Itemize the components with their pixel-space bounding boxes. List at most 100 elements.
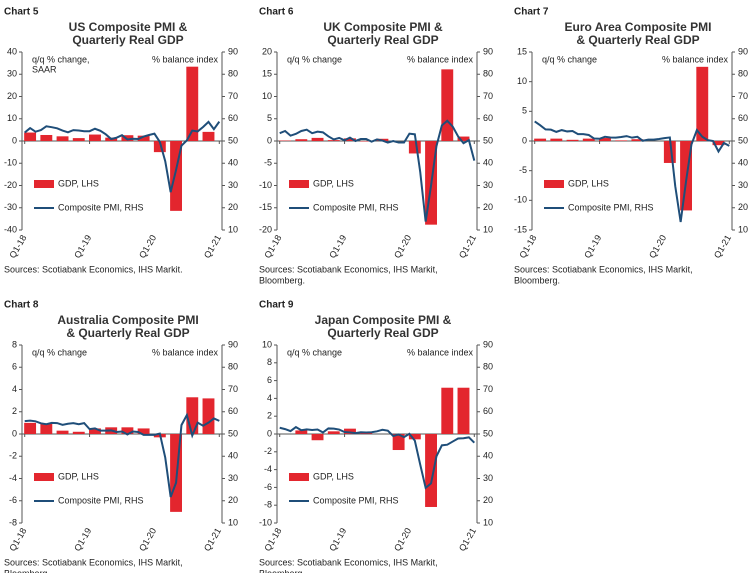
y2-tick-label: 60 <box>738 113 748 123</box>
bar <box>663 141 676 163</box>
bar <box>137 428 150 434</box>
y-tick-label: 10 <box>262 339 272 349</box>
bar <box>153 141 166 153</box>
x-tick-label: Q1-19 <box>327 526 348 553</box>
y-tick-label: 4 <box>267 393 272 403</box>
chart-panel: Chart 5 US Composite PMI &Quarterly Real … <box>4 7 238 275</box>
chart-panel: Chart 7 Euro Area Composite PMI& Quarterl… <box>514 7 748 286</box>
y-tick-label: -20 <box>4 180 17 190</box>
x-tick-label: Q1-20 <box>392 526 413 553</box>
y2-axis-label: % balance index <box>407 347 474 357</box>
y2-tick-label: 60 <box>228 406 238 416</box>
bar <box>56 430 69 434</box>
bar <box>40 134 53 141</box>
legend-label: GDP, LHS <box>58 178 99 188</box>
y-tick-label: 6 <box>12 362 17 372</box>
x-tick-label: Q1-21 <box>202 526 223 553</box>
legend-label: Composite PMI, RHS <box>58 495 144 505</box>
chart-title: & Quarterly Real GDP <box>66 326 189 340</box>
y-tick-label: -20 <box>259 224 272 234</box>
chart-label: Chart 8 <box>4 300 39 311</box>
x-tick-label: Q1-19 <box>72 233 93 260</box>
y-axis-label: q/q % change <box>542 54 597 64</box>
y-tick-label: -10 <box>514 195 527 205</box>
y-tick-label: 6 <box>267 375 272 385</box>
y2-tick-label: 30 <box>228 473 238 483</box>
x-tick-label: Q1-20 <box>392 233 413 260</box>
legend-swatch <box>289 180 309 188</box>
y-tick-label: 0 <box>522 135 527 145</box>
bar <box>408 141 421 154</box>
y2-tick-label: 90 <box>483 46 493 56</box>
chart-title: Japan Composite PMI & <box>315 313 452 327</box>
y2-tick-label: 20 <box>483 495 493 505</box>
chart-label: Chart 6 <box>259 7 294 18</box>
source-note: Bloomberg. <box>259 275 305 285</box>
y2-axis-label: % balance index <box>407 54 474 64</box>
legend-label: GDP, LHS <box>568 178 609 188</box>
y-tick-label: -5 <box>519 165 527 175</box>
y-tick-label: -4 <box>264 464 272 474</box>
y-tick-label: 0 <box>267 135 272 145</box>
y2-tick-label: 90 <box>228 339 238 349</box>
legend-label: GDP, LHS <box>58 471 99 481</box>
source-note: Bloomberg. <box>514 275 560 285</box>
y2-tick-label: 70 <box>738 91 748 101</box>
chart-title: Quarterly Real GDP <box>327 326 438 340</box>
y-tick-label: 20 <box>262 46 272 56</box>
bar <box>392 434 405 451</box>
y2-tick-label: 10 <box>483 517 493 527</box>
x-tick-label: Q1-21 <box>457 526 478 553</box>
source-note: Sources: Scotiabank Economics, IHS Marki… <box>4 557 183 567</box>
y-tick-label: 10 <box>517 76 527 86</box>
y-tick-label: 20 <box>7 91 17 101</box>
y-tick-label: -6 <box>264 482 272 492</box>
y-tick-label: -40 <box>4 224 17 234</box>
line <box>24 412 220 498</box>
y2-tick-label: 30 <box>483 180 493 190</box>
y2-tick-label: 80 <box>483 69 493 79</box>
y-tick-label: 8 <box>267 357 272 367</box>
bar <box>295 139 308 141</box>
bar <box>327 140 340 141</box>
x-tick-label: Q1-19 <box>582 233 603 260</box>
y2-tick-label: 20 <box>738 202 748 212</box>
y2-tick-label: 30 <box>228 180 238 190</box>
chart-title: Euro Area Composite PMI <box>565 20 712 34</box>
y-tick-label: 8 <box>12 339 17 349</box>
y-tick-label: -8 <box>9 517 17 527</box>
bar <box>40 423 53 434</box>
y2-tick-label: 20 <box>228 495 238 505</box>
bar <box>89 428 101 434</box>
y-tick-label: 5 <box>522 106 527 116</box>
source-note: Sources: Scotiabank Economics, IHS Marki… <box>259 557 438 567</box>
y-tick-label: -2 <box>9 451 17 461</box>
bar <box>121 135 134 141</box>
source-note: Bloomberg. <box>4 568 50 573</box>
y-tick-label: -15 <box>514 224 527 234</box>
y2-tick-label: 90 <box>483 339 493 349</box>
y2-tick-label: 20 <box>483 202 493 212</box>
y2-tick-label: 40 <box>228 451 238 461</box>
line <box>534 120 730 223</box>
y2-tick-label: 40 <box>483 451 493 461</box>
y2-axis-label: % balance index <box>152 347 219 357</box>
y-tick-label: 0 <box>12 135 17 145</box>
y2-tick-label: 70 <box>483 91 493 101</box>
y-tick-label: -8 <box>264 500 272 510</box>
bar <box>457 387 470 434</box>
x-tick-label: Q1-21 <box>202 233 223 260</box>
bar <box>408 434 421 440</box>
y-axis-label: q/q % change, <box>32 54 90 64</box>
bar <box>534 138 547 141</box>
bar <box>137 135 150 141</box>
bar <box>441 387 454 434</box>
y2-tick-label: 10 <box>738 224 748 234</box>
bar <box>311 137 324 141</box>
bar <box>72 138 85 141</box>
bar <box>615 140 628 141</box>
y2-tick-label: 70 <box>228 384 238 394</box>
bar <box>202 131 215 141</box>
y-axis-label: q/q % change <box>32 347 87 357</box>
